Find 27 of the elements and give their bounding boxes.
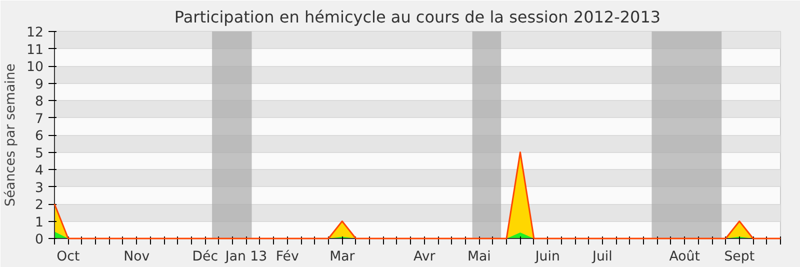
y-tick-label: 7 <box>35 112 44 127</box>
y-tick-label: 9 <box>35 77 44 92</box>
y-tick-label: 3 <box>35 180 44 196</box>
y-tick-label: 2 <box>35 198 44 213</box>
x-tick-label: Fév <box>276 250 299 264</box>
chart-title: Participation en hémicycle au cours de la session 2012-2013 <box>174 8 661 26</box>
y-tick-label: 12 <box>26 26 44 40</box>
y-tick-label: 1 <box>35 215 44 230</box>
y-tick-label: 4 <box>35 164 44 178</box>
x-tick-label: Sept <box>724 250 755 264</box>
y-tick-label: 6 <box>35 129 44 144</box>
x-tick-label: Mar <box>330 250 356 264</box>
y-tick-label: 11 <box>26 42 44 58</box>
y-tick-label: 10 <box>26 60 44 75</box>
y-tick-label: 5 <box>35 146 44 162</box>
x-tick-label: Oct <box>56 250 80 264</box>
x-tick-label: Jan 13 <box>224 250 268 264</box>
x-tick-label: Déc <box>192 250 218 264</box>
x-tick-label: Nov <box>124 250 150 264</box>
x-tick-label: Avr <box>413 250 436 264</box>
x-tick-label: Mai <box>467 250 491 264</box>
y-tick-label: 8 <box>35 94 44 110</box>
x-tick-label: Août <box>669 250 700 264</box>
x-tick-label: Juin <box>534 250 560 264</box>
y-axis-title: Séances par semaine <box>4 64 19 206</box>
x-tick-label: Juil <box>592 250 612 264</box>
y-tick-label: 0 <box>35 232 44 248</box>
